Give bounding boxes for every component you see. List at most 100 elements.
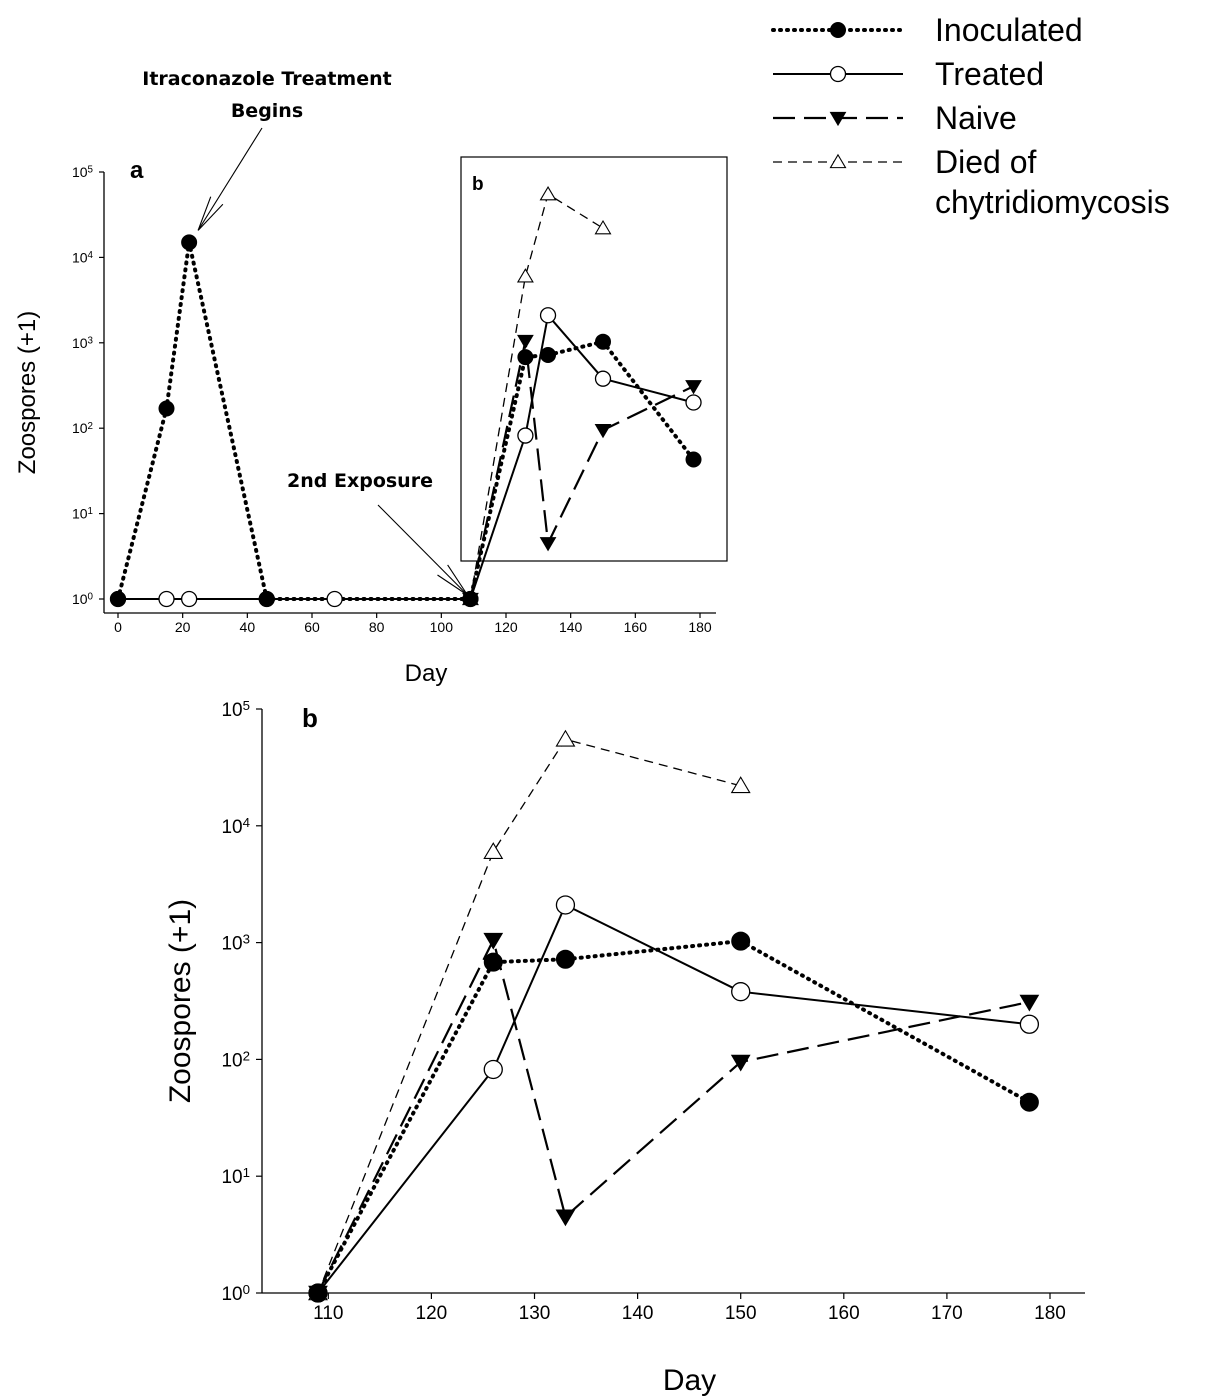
y-tick-label: 105 [221, 698, 250, 721]
data-point-inoculated [555, 949, 575, 969]
annotation-arrow-exposure [377, 504, 468, 596]
data-point-inoculated [258, 591, 275, 607]
data-point-naive [1019, 994, 1040, 1012]
data-point-died-of-chytridiomycosis [730, 776, 751, 794]
inset-label: b [472, 174, 484, 195]
arrow-head [437, 574, 468, 596]
series-line-naive [469, 339, 695, 600]
annotation-treatment-text: Begins [231, 100, 303, 122]
data-point-inoculated [517, 349, 534, 366]
x-tick-label: 60 [304, 619, 320, 635]
data-point-treated [158, 590, 175, 608]
legend-label-died-of-chytridiomycosis: chytridiomycosis [935, 184, 1170, 220]
arrow-head [447, 564, 468, 596]
y-tick-label: 100 [72, 591, 94, 607]
y-tick-label: 104 [221, 815, 250, 838]
y-tick-label: 105 [72, 164, 94, 180]
y-tick-label: 104 [72, 249, 94, 265]
data-point-inoculated [731, 931, 751, 951]
arrow-shaft [377, 504, 468, 596]
y-tick-label: 100 [221, 1282, 250, 1305]
x-tick-label: 160 [624, 619, 648, 635]
series-line-inoculated [116, 240, 696, 601]
annotation-treatment-text: Itraconazole Treatment [142, 68, 391, 90]
legend-marker-treated [829, 65, 847, 83]
y-tick-label: 101 [221, 1165, 250, 1188]
legend-item-naive: Naive [773, 100, 1017, 136]
legend-item-died-of-chytridiomycosis: Died of chytridiomycosis [773, 144, 1170, 220]
data-point-died-of-chytridiomycosis [555, 729, 576, 747]
data-point-naive [517, 334, 534, 350]
legend-label-died-of-chytridiomycosis: Died of [935, 144, 1037, 180]
x-axis-title: Day [663, 1364, 716, 1397]
x-axis-title: Day [405, 660, 448, 687]
legend-label-treated: Treated [935, 56, 1044, 92]
x-tick-label: 160 [828, 1303, 860, 1324]
y-tick-label: 103 [72, 335, 94, 351]
x-tick-label: 140 [622, 1303, 654, 1324]
y-tick-label: 102 [221, 1048, 250, 1071]
data-point-treated [1019, 1014, 1040, 1034]
y-axis-title: Zoospores (+1) [14, 311, 41, 474]
data-point-naive [685, 380, 702, 395]
x-tick-label: 120 [416, 1303, 448, 1324]
y-axis-title: Zoospores (+1) [164, 899, 197, 1103]
data-point-treated [539, 307, 557, 324]
data-point-inoculated [110, 591, 126, 607]
x-tick-label: 140 [559, 619, 583, 635]
y-tick-label: 101 [72, 506, 93, 522]
data-point-treated [517, 427, 534, 444]
panel-b: 110 120 130 140 150 160 170 180 100 101 102 103 104 1… [164, 698, 1085, 1397]
legend-item-inoculated: Inoculated [771, 12, 1083, 48]
legend-item-treated: Treated [773, 56, 1044, 92]
data-point-naive [483, 932, 504, 950]
annotation-exposure-text: 2nd Exposure [287, 470, 433, 492]
x-tick-label: 120 [494, 619, 518, 635]
legend-label-inoculated: Inoculated [935, 12, 1083, 48]
x-tick-label: 0 [114, 619, 122, 635]
series-line-treated [118, 314, 694, 600]
data-point-inoculated [483, 952, 503, 972]
x-tick-label: 20 [175, 619, 191, 635]
x-tick-label: 40 [240, 619, 256, 635]
data-point-treated [326, 590, 343, 608]
series-line-inoculated [316, 939, 1032, 1295]
inset-frame [460, 156, 728, 562]
data-point-treated [483, 1059, 503, 1080]
data-point-inoculated [595, 333, 611, 350]
panel-label: b [302, 703, 318, 733]
legend-marker-died-of-chytridiomycosis [829, 153, 847, 169]
x-tick-label: 100 [430, 619, 454, 635]
arrow-shaft [197, 127, 263, 231]
x-tick-label: 180 [1034, 1303, 1066, 1324]
y-tick-label: 102 [72, 420, 93, 436]
data-point-treated [594, 370, 612, 387]
x-tick-label: 170 [931, 1303, 963, 1324]
data-point-died-of-chytridiomycosis [594, 219, 612, 235]
series-line-naive [317, 939, 1030, 1294]
data-point-inoculated [158, 400, 175, 417]
data-point-naive [539, 537, 557, 552]
x-tick-label: 150 [725, 1303, 757, 1324]
data-point-died-of-chytridiomycosis [483, 842, 504, 860]
data-point-inoculated [685, 451, 702, 468]
arrow-head [197, 196, 212, 231]
series-line-treated [317, 903, 1030, 1294]
data-point-inoculated [540, 346, 557, 363]
panel-label: a [130, 157, 144, 184]
legend: Inoculated Treated Naive Died of chytridiomy… [771, 12, 1170, 220]
annotation-arrow-treatment [197, 127, 263, 231]
data-point-naive [555, 1209, 576, 1227]
x-tick-label: 180 [688, 619, 712, 635]
legend-label-naive: Naive [935, 100, 1017, 136]
data-point-died-of-chytridiomycosis [539, 185, 557, 201]
series-line-died-of-chytridiomycosis [317, 738, 741, 1294]
panel-a: 0 20 40 60 80 100 120 140 160 180 100 101 102 103 104 1… [14, 68, 728, 687]
data-point-naive [730, 1054, 751, 1072]
data-point-died-of-chytridiomycosis [516, 268, 534, 283]
data-point-inoculated [462, 591, 479, 607]
arrow-head [197, 203, 224, 231]
data-point-inoculated [308, 1283, 328, 1303]
legend-marker-inoculated [830, 22, 846, 38]
